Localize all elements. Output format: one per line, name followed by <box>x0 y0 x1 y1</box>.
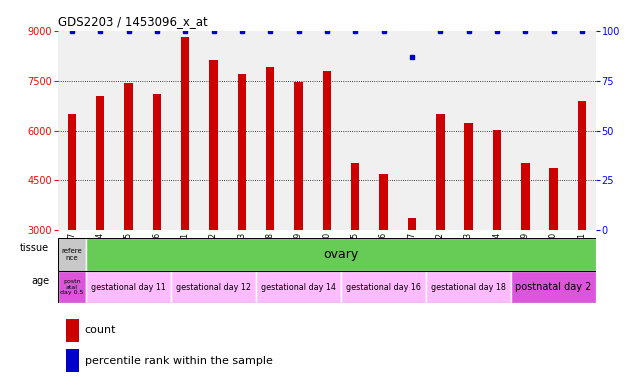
Bar <box>549 168 558 230</box>
Text: gestational day 11: gestational day 11 <box>91 283 166 291</box>
Text: GDS2203 / 1453096_x_at: GDS2203 / 1453096_x_at <box>58 15 208 28</box>
Text: postn
atal
day 0.5: postn atal day 0.5 <box>60 279 83 295</box>
Bar <box>58 238 86 271</box>
Text: gestational day 12: gestational day 12 <box>176 283 251 291</box>
Bar <box>96 96 104 230</box>
Bar <box>210 60 218 230</box>
Bar <box>86 271 171 303</box>
Bar <box>578 101 587 230</box>
Bar <box>67 114 76 230</box>
Text: gestational day 14: gestational day 14 <box>261 283 336 291</box>
Text: postnatal day 2: postnatal day 2 <box>515 282 592 292</box>
Bar <box>171 271 256 303</box>
Bar <box>256 271 341 303</box>
Bar <box>464 123 473 230</box>
Bar <box>493 130 501 230</box>
Text: percentile rank within the sample: percentile rank within the sample <box>85 356 272 366</box>
Bar <box>521 163 529 230</box>
Bar <box>66 319 79 342</box>
Text: refere
nce: refere nce <box>62 248 82 261</box>
Bar <box>379 174 388 230</box>
Bar <box>426 271 511 303</box>
Bar <box>436 114 444 230</box>
Bar <box>294 82 303 230</box>
Bar <box>322 71 331 230</box>
Bar <box>511 271 596 303</box>
Bar <box>124 83 133 230</box>
Bar <box>266 67 274 230</box>
Text: count: count <box>85 325 116 335</box>
Text: ovary: ovary <box>324 248 359 261</box>
Bar <box>153 94 161 230</box>
Bar <box>181 37 190 230</box>
Bar <box>58 271 86 303</box>
Bar <box>238 74 246 230</box>
Bar <box>341 271 426 303</box>
Text: gestational day 18: gestational day 18 <box>431 283 506 291</box>
Text: age: age <box>31 275 49 286</box>
Bar <box>351 163 360 230</box>
Bar <box>408 218 416 230</box>
Text: tissue: tissue <box>20 243 49 253</box>
Text: gestational day 16: gestational day 16 <box>346 283 421 291</box>
Bar <box>66 349 79 372</box>
